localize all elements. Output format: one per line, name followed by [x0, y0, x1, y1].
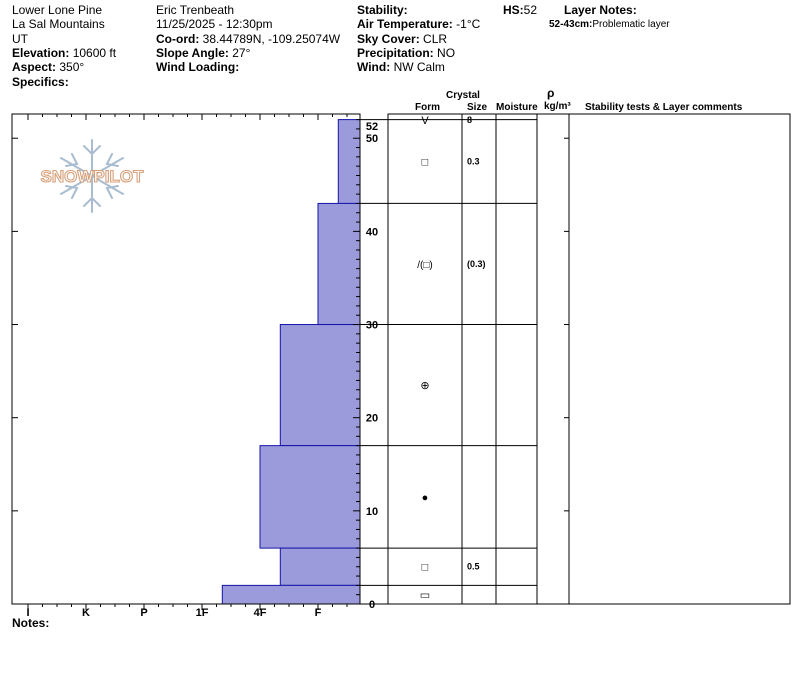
slope-angle: Slope Angle: 27°: [156, 46, 250, 60]
air-temp-label: Air Temperature:: [357, 17, 453, 31]
density-unit-header: kg/m³: [544, 101, 571, 112]
wind-value: NW Calm: [393, 60, 445, 74]
hardness-plot-frame: [11, 113, 361, 605]
slope-value: 27°: [232, 46, 251, 60]
y-tick-label: 30: [366, 320, 378, 332]
hardness-bar-1: [317, 202, 361, 326]
crystal-form-symbol: ⊕: [420, 380, 429, 392]
wind-loading-label: Wind Loading:: [156, 60, 240, 74]
layer-note-text: Problematic layer: [592, 19, 670, 30]
x-tick-label: F: [315, 607, 322, 619]
snow-height: HS:52: [503, 3, 537, 17]
x-tick-label: I: [26, 607, 29, 619]
hs-label: HS:: [503, 3, 524, 17]
stability-comments-header: Stability tests & Layer comments: [585, 102, 743, 113]
notes-label: Notes:: [12, 616, 50, 630]
y-top-label: 52: [366, 121, 378, 133]
x-tick-label: 1F: [196, 607, 209, 619]
y-tick-label: 40: [366, 226, 378, 238]
aspect: Aspect: 350°: [12, 60, 84, 74]
hs-value: 52: [523, 3, 538, 17]
slope-label: Slope Angle:: [156, 46, 229, 60]
chart-frames: [11, 113, 791, 605]
crystal-form-symbol: ●: [422, 492, 429, 504]
crystal-header: Crystal: [446, 90, 480, 101]
layer-notes-label: Layer Notes:: [564, 3, 637, 17]
observer-name: Eric Trenbeath: [156, 3, 235, 17]
crystal-form-symbol: □: [422, 157, 429, 169]
crystal-size-value: 0.5: [467, 562, 480, 572]
x-tick-label: K: [82, 607, 90, 619]
y-tick-label: 0: [369, 599, 375, 611]
hardness-bar-0: [337, 119, 361, 204]
sky-value: CLR: [423, 32, 448, 46]
crystal-form-symbol: V: [421, 115, 429, 127]
air-temperature: Air Temperature: -1°C: [357, 17, 480, 31]
hardness-bar-3: [259, 445, 361, 549]
hardness-bar-2: [279, 324, 361, 447]
table-frame: [387, 113, 791, 605]
x-tick-label: P: [140, 607, 147, 619]
snowpilot-logo: SNOWPILOT: [40, 139, 145, 213]
snowflake-icon: [60, 139, 124, 213]
air-temp-value: -1°C: [456, 17, 481, 31]
observation-datetime: 11/25/2025 - 12:30pm: [156, 17, 273, 31]
layer-note: 52-43cm:Problematic layer: [549, 18, 670, 32]
y-tick-label: 10: [366, 506, 378, 518]
layer-note-range: 52-43cm:: [549, 19, 593, 30]
location-name: Lower Lone Pine: [12, 3, 103, 17]
aspect-label: Aspect:: [12, 60, 57, 74]
hardness-bars: [221, 119, 361, 605]
specifics-label: Specifics:: [12, 75, 69, 89]
axis-ticks: [12, 114, 569, 610]
form-header: Form: [415, 102, 440, 113]
crystal-form-symbol: □: [422, 562, 429, 574]
hardness-bar-5: [221, 584, 361, 605]
moisture-header: Moisture: [496, 102, 538, 113]
crystal-form-symbol: ▭: [420, 590, 430, 602]
hardness-bar-4: [279, 547, 361, 586]
elevation-value: 10600 ft: [72, 46, 117, 60]
crystal-size-value: 0.3: [467, 157, 480, 167]
x-tick-label: 4F: [254, 607, 267, 619]
sky-label: Sky Cover:: [357, 32, 420, 46]
wind-label: Wind:: [357, 60, 391, 74]
elevation-label: Elevation:: [12, 46, 70, 60]
rho-header: ρ: [547, 86, 555, 100]
coord-label: Co-ord:: [156, 32, 200, 46]
size-header: Size: [467, 102, 488, 113]
precip-label: Precipitation:: [357, 46, 434, 60]
x-axis-labels: I K P 1F 4F F: [26, 607, 321, 619]
logo-text: SNOWPILOT: [41, 167, 145, 186]
crystal-size-value: (0.3): [467, 259, 486, 269]
elevation: Elevation: 10600 ft: [12, 46, 116, 60]
coordinates: Co-ord: 38.44789N, -109.25074W: [156, 32, 340, 46]
precip-value: NO: [437, 46, 456, 60]
stability-label: Stability:: [357, 3, 408, 17]
y-tick-label: 50: [366, 133, 378, 145]
state: UT: [12, 32, 28, 46]
layer-rows: V8□0.3/(□)(0.3)⊕●□0.5▭: [360, 115, 537, 605]
y-tick-label: 20: [366, 413, 378, 425]
precipitation: Precipitation: NO: [357, 46, 455, 60]
aspect-value: 350°: [59, 60, 85, 74]
wind: Wind: NW Calm: [357, 60, 445, 74]
coord-value: 38.44789N, -109.25074W: [202, 32, 341, 46]
sky-cover: Sky Cover: CLR: [357, 32, 447, 46]
mountain-range: La Sal Mountains: [12, 17, 105, 31]
crystal-form-symbol: /(□): [417, 260, 432, 271]
